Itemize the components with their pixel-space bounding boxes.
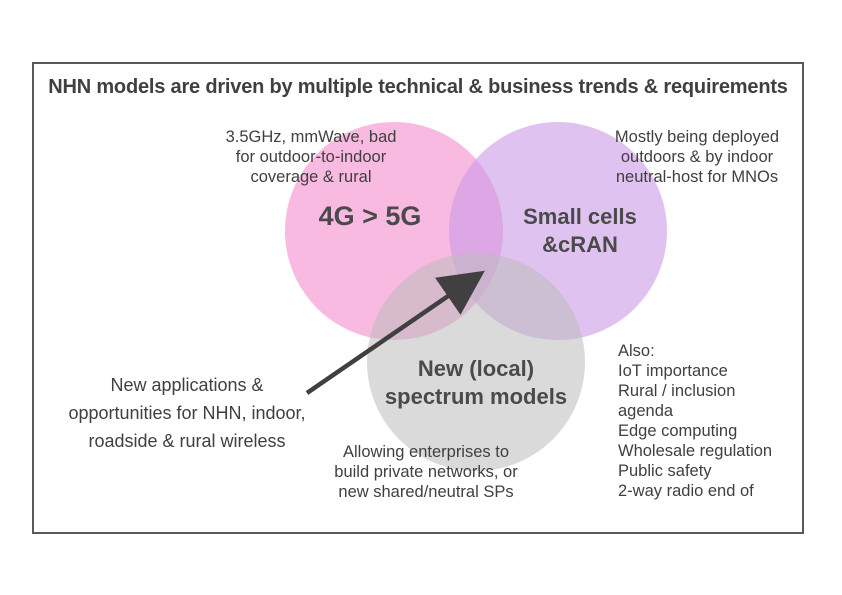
- also-item: Wholesale regulation: [618, 442, 773, 460]
- note-line: outdoors & by indoor: [620, 148, 774, 166]
- note-applications: New applications & opportunities for NHN…: [52, 371, 322, 455]
- label-small-cells-line2: &cRAN: [542, 232, 618, 257]
- circle-spectrum: [367, 253, 585, 471]
- label-spectrum-line2: spectrum models: [384, 384, 568, 409]
- also-heading: Also:: [618, 342, 655, 360]
- note-line: 3.5GHz, mmWave, bad: [225, 128, 397, 146]
- note-line: New applications &: [110, 375, 264, 395]
- note-line: neutral-host for MNOs: [615, 168, 779, 186]
- also-item: agenda: [618, 402, 674, 420]
- label-small-cells: Small cells &cRAN: [500, 203, 660, 259]
- note-4g-5g: 3.5GHz, mmWave, bad for outdoor-to-indoo…: [206, 127, 416, 187]
- also-item: 2-way radio end of: [618, 482, 754, 500]
- diagram-title: NHN models are driven by multiple techni…: [48, 76, 788, 98]
- note-line: opportunities for NHN, indoor,: [68, 403, 306, 423]
- note-line: Mostly being deployed: [614, 128, 780, 146]
- note-line: build private networks, or: [334, 463, 518, 481]
- note-line: for outdoor-to-indoor: [235, 148, 387, 166]
- note-small-cells: Mostly being deployed outdoors & by indo…: [590, 127, 804, 187]
- also-item: Edge computing: [618, 422, 738, 440]
- also-item: IoT importance: [618, 362, 728, 380]
- note-line: new shared/neutral SPs: [338, 483, 514, 501]
- note-line: Allowing enterprises to: [343, 443, 509, 461]
- label-4g-5g: 4G > 5G: [318, 201, 422, 231]
- also-list: Also: IoT importance Rural / inclusion a…: [618, 341, 800, 501]
- also-item: Rural / inclusion: [618, 382, 736, 400]
- label-small-cells-line1: Small cells: [523, 204, 637, 229]
- arrow: [305, 270, 485, 395]
- note-line: coverage & rural: [250, 168, 372, 186]
- diagram-frame: [32, 62, 804, 534]
- label-spectrum: New (local) spectrum models: [376, 355, 576, 411]
- label-spectrum-line1: New (local): [417, 356, 535, 381]
- also-item: Public safety: [618, 462, 712, 480]
- note-spectrum: Allowing enterprises to build private ne…: [316, 442, 536, 502]
- note-line: roadside & rural wireless: [88, 431, 286, 451]
